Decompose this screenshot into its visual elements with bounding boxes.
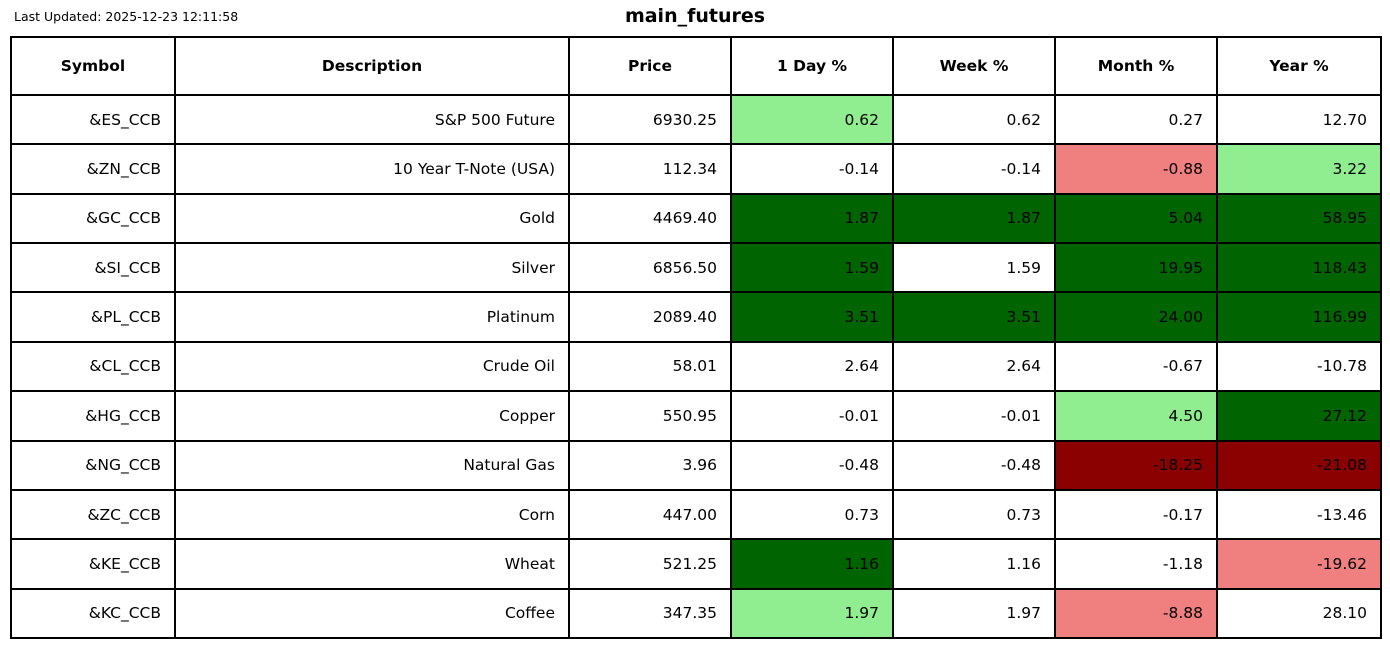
table-row: &ZC_CCB Corn 447.00 0.73 0.73 -0.17 -13.46: [10, 488, 1382, 541]
description-cell: Copper: [174, 390, 570, 442]
description-cell: Gold: [174, 192, 570, 245]
month-pct-cell: -1.18: [1054, 538, 1218, 590]
month-pct-cell: -0.67: [1054, 340, 1218, 393]
day-pct-cell: 1.87: [730, 192, 894, 245]
month-pct-cell: 19.95: [1054, 242, 1218, 294]
table-row: &ZN_CCB 10 Year T-Note (USA) 112.34 -0.14 -0…: [10, 143, 1382, 195]
description-cell: Wheat: [174, 538, 570, 590]
col-header-month-pct: Month %: [1054, 36, 1218, 96]
month-pct-cell: 24.00: [1054, 291, 1218, 343]
week-pct-cell: -0.48: [892, 439, 1056, 491]
day-pct-cell: -0.14: [730, 143, 894, 195]
month-pct-cell: 4.50: [1054, 390, 1218, 442]
table-row: &CL_CCB Crude Oil 58.01 2.64 2.64 -0.67 -10.78: [10, 340, 1382, 393]
year-pct-cell: -10.78: [1216, 340, 1382, 393]
col-header-year-pct: Year %: [1216, 36, 1382, 96]
week-pct-cell: 3.51: [892, 291, 1056, 343]
year-pct-cell: 118.43: [1216, 242, 1382, 294]
col-header-description: Description: [174, 36, 570, 96]
year-pct-cell: 3.22: [1216, 143, 1382, 195]
symbol-cell: &ZC_CCB: [10, 488, 176, 541]
month-pct-cell: -0.88: [1054, 143, 1218, 195]
description-cell: Corn: [174, 488, 570, 541]
week-pct-cell: 1.59: [892, 242, 1056, 294]
price-cell: 550.95: [568, 390, 732, 442]
table-row: &GC_CCB Gold 4469.40 1.87 1.87 5.04 58.95: [10, 192, 1382, 245]
price-cell: 3.96: [568, 439, 732, 491]
symbol-cell: &KE_CCB: [10, 538, 176, 590]
week-pct-cell: 2.64: [892, 340, 1056, 393]
price-cell: 4469.40: [568, 192, 732, 245]
price-cell: 347.35: [568, 587, 732, 640]
year-pct-cell: -19.62: [1216, 538, 1382, 590]
year-pct-cell: 116.99: [1216, 291, 1382, 343]
symbol-cell: &HG_CCB: [10, 390, 176, 442]
symbol-cell: &CL_CCB: [10, 340, 176, 393]
price-cell: 447.00: [568, 488, 732, 541]
description-cell: Natural Gas: [174, 439, 570, 491]
price-cell: 6930.25: [568, 93, 732, 146]
symbol-cell: &PL_CCB: [10, 291, 176, 343]
week-pct-cell: 1.87: [892, 192, 1056, 245]
month-pct-cell: 0.27: [1054, 93, 1218, 146]
week-pct-cell: 1.97: [892, 587, 1056, 640]
page-title: main_futures: [624, 5, 766, 27]
table-row: &PL_CCB Platinum 2089.40 3.51 3.51 24.00 116.9…: [10, 291, 1382, 343]
description-cell: Crude Oil: [174, 340, 570, 393]
table-row: &HG_CCB Copper 550.95 -0.01 -0.01 4.50 27.12: [10, 390, 1382, 442]
day-pct-cell: 1.97: [730, 587, 894, 640]
futures-table: Symbol Description Price 1 Day % Week % …: [10, 36, 1382, 640]
week-pct-cell: -0.14: [892, 143, 1056, 195]
week-pct-cell: 1.16: [892, 538, 1056, 590]
price-cell: 58.01: [568, 340, 732, 393]
col-header-symbol: Symbol: [10, 36, 176, 96]
last-updated-text: Last Updated: 2025-12-23 12:11:58: [14, 9, 239, 24]
day-pct-cell: 1.16: [730, 538, 894, 590]
price-cell: 6856.50: [568, 242, 732, 294]
month-pct-cell: -18.25: [1054, 439, 1218, 491]
symbol-cell: &ES_CCB: [10, 93, 176, 146]
table-row: &SI_CCB Silver 6856.50 1.59 1.59 19.95 118.43: [10, 242, 1382, 294]
year-pct-cell: 58.95: [1216, 192, 1382, 245]
table-row: &KE_CCB Wheat 521.25 1.16 1.16 -1.18 -19.62: [10, 538, 1382, 590]
week-pct-cell: 0.62: [892, 93, 1056, 146]
table-row: &NG_CCB Natural Gas 3.96 -0.48 -0.48 -18.25 -2…: [10, 439, 1382, 491]
description-cell: 10 Year T-Note (USA): [174, 143, 570, 195]
description-cell: Coffee: [174, 587, 570, 640]
month-pct-cell: -0.17: [1054, 488, 1218, 541]
day-pct-cell: -0.48: [730, 439, 894, 491]
day-pct-cell: -0.01: [730, 390, 894, 442]
day-pct-cell: 1.59: [730, 242, 894, 294]
month-pct-cell: -8.88: [1054, 587, 1218, 640]
day-pct-cell: 3.51: [730, 291, 894, 343]
header-row: Symbol Description Price 1 Day % Week % …: [10, 36, 1382, 96]
table-row: &ES_CCB S&P 500 Future 6930.25 0.62 0.62 0.27…: [10, 93, 1382, 146]
price-cell: 521.25: [568, 538, 732, 590]
day-pct-cell: 2.64: [730, 340, 894, 393]
price-cell: 2089.40: [568, 291, 732, 343]
description-cell: Platinum: [174, 291, 570, 343]
week-pct-cell: -0.01: [892, 390, 1056, 442]
col-header-day-pct: 1 Day %: [730, 36, 894, 96]
symbol-cell: &SI_CCB: [10, 242, 176, 294]
year-pct-cell: -21.08: [1216, 439, 1382, 491]
price-cell: 112.34: [568, 143, 732, 195]
day-pct-cell: 0.73: [730, 488, 894, 541]
symbol-cell: &NG_CCB: [10, 439, 176, 491]
table-row: &KC_CCB Coffee 347.35 1.97 1.97 -8.88 28.10: [10, 587, 1382, 640]
year-pct-cell: -13.46: [1216, 488, 1382, 541]
month-pct-cell: 5.04: [1054, 192, 1218, 245]
year-pct-cell: 27.12: [1216, 390, 1382, 442]
year-pct-cell: 28.10: [1216, 587, 1382, 640]
col-header-week-pct: Week %: [892, 36, 1056, 96]
description-cell: S&P 500 Future: [174, 93, 570, 146]
year-pct-cell: 12.70: [1216, 93, 1382, 146]
week-pct-cell: 0.73: [892, 488, 1056, 541]
symbol-cell: &GC_CCB: [10, 192, 176, 245]
symbol-cell: &ZN_CCB: [10, 143, 176, 195]
description-cell: Silver: [174, 242, 570, 294]
symbol-cell: &KC_CCB: [10, 587, 176, 640]
day-pct-cell: 0.62: [730, 93, 894, 146]
col-header-price: Price: [568, 36, 732, 96]
